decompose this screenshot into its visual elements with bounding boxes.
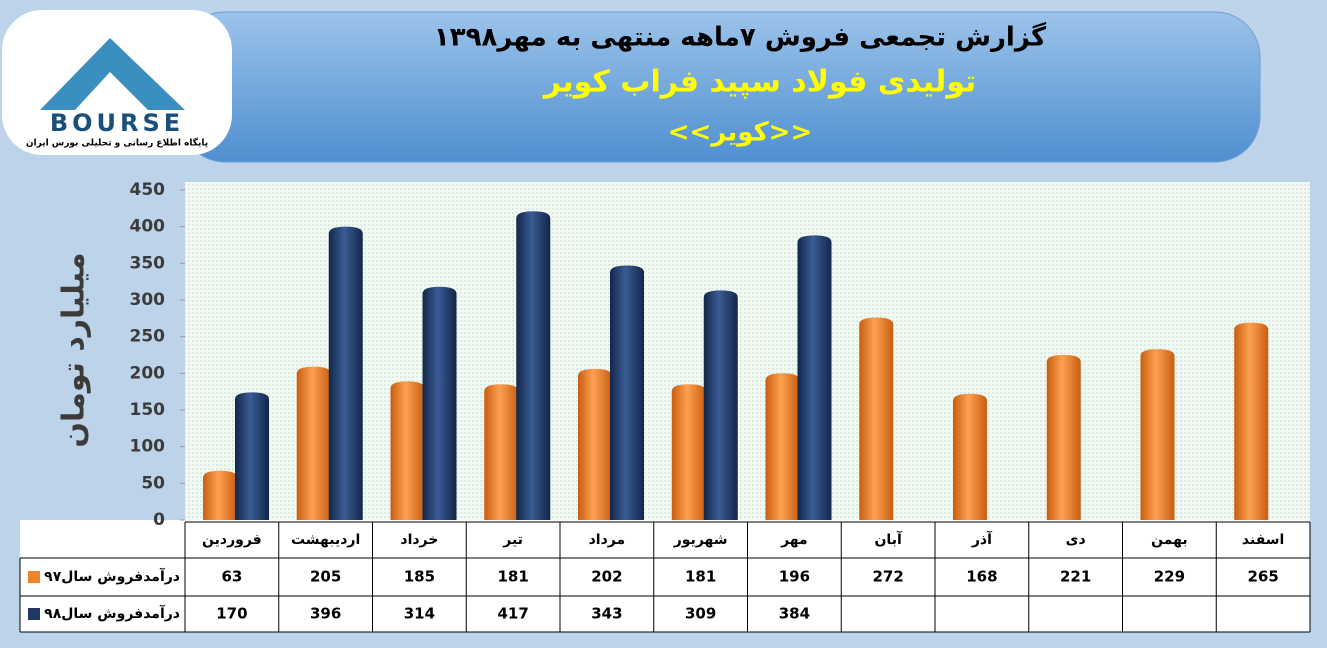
- annotation: <<کویر>>: [668, 118, 813, 148]
- y-tick-label: 400: [130, 217, 166, 237]
- y-tick-label: 50: [141, 473, 165, 493]
- bar: [1140, 349, 1175, 520]
- bar: [422, 286, 457, 520]
- bar: [296, 366, 331, 520]
- table-value: 170: [216, 605, 247, 623]
- logo-icon: [40, 38, 185, 110]
- bar: [797, 235, 832, 520]
- chart-title: گزارش تجمعی فروش ۷ماهه منتهی به مهر۱۳۹۸: [434, 22, 1047, 53]
- x-tick-label: آبان: [874, 530, 902, 548]
- table-value: 196: [779, 568, 810, 586]
- table-value: 205: [310, 568, 341, 586]
- x-tick-label: اسفند: [1242, 532, 1284, 548]
- bar: [1046, 354, 1081, 520]
- table-value: 384: [779, 605, 810, 623]
- legend-label: درآمدفروش سال۹۷: [44, 567, 180, 585]
- x-tick-label: آذر: [971, 530, 993, 548]
- bar: [671, 384, 706, 520]
- table-value: 168: [966, 568, 997, 586]
- bar: [953, 393, 987, 520]
- x-tick-label: شهریور: [673, 532, 728, 548]
- x-tick-label: دی: [1066, 532, 1086, 548]
- bar: [516, 211, 551, 520]
- bar: [703, 290, 738, 520]
- bar: [484, 384, 519, 520]
- table-value: 181: [497, 568, 528, 586]
- plot-area: [185, 182, 1310, 520]
- bar: [859, 317, 894, 520]
- legend-label: درآمدفروش سال۹۸: [44, 604, 180, 622]
- y-tick-label: 250: [130, 327, 166, 347]
- y-tick-label: 0: [153, 510, 165, 530]
- table-value: 181: [685, 568, 716, 586]
- x-tick-label: بهمن: [1151, 532, 1187, 548]
- x-tick-label: مرداد: [589, 532, 626, 548]
- bar: [235, 392, 269, 520]
- y-tick-label: 150: [130, 400, 166, 420]
- bar: [610, 265, 644, 520]
- bar: [765, 373, 800, 520]
- y-tick-label: 200: [130, 363, 166, 383]
- x-tick-label: تیر: [502, 532, 523, 548]
- logo-tagline: پایگاه اطلاع رسانی و تحلیلی بورس ایران: [26, 137, 208, 149]
- y-axis-label: میلیارد تومان: [57, 252, 92, 447]
- table-value: 229: [1154, 568, 1185, 586]
- x-tick-label: مهر: [780, 532, 808, 548]
- table-value: 314: [404, 605, 435, 623]
- y-tick-label: 350: [130, 253, 166, 273]
- x-tick-label: فروردین: [202, 532, 262, 548]
- bar: [328, 226, 363, 520]
- y-tick-label: 450: [130, 180, 166, 200]
- y-tick-label: 300: [130, 290, 166, 310]
- bar: [578, 368, 612, 520]
- logo-name: BOURSE: [50, 109, 184, 137]
- chart-subtitle: تولیدی فولاد سپید فراب کویر: [542, 65, 977, 100]
- table-value: 396: [310, 605, 341, 623]
- y-tick-label: 100: [130, 437, 166, 457]
- table-value: 309: [685, 605, 716, 623]
- legend-swatch: [28, 571, 40, 583]
- bar: [203, 470, 237, 520]
- table-value: 343: [591, 605, 622, 623]
- table-value: 265: [1247, 568, 1278, 586]
- table-value: 221: [1060, 568, 1091, 586]
- table-value: 417: [497, 605, 528, 623]
- bar: [390, 381, 425, 520]
- table-value: 272: [872, 568, 903, 586]
- data-table: [20, 520, 1310, 632]
- table-value: 202: [591, 568, 622, 586]
- bar: [1234, 322, 1269, 520]
- x-tick-label: خرداد: [400, 532, 438, 548]
- legend-swatch: [28, 608, 40, 620]
- table-value: 185: [404, 568, 435, 586]
- logo-box: [2, 10, 232, 155]
- table-value: 63: [221, 568, 242, 586]
- x-tick-label: اردیبهشت: [291, 532, 360, 548]
